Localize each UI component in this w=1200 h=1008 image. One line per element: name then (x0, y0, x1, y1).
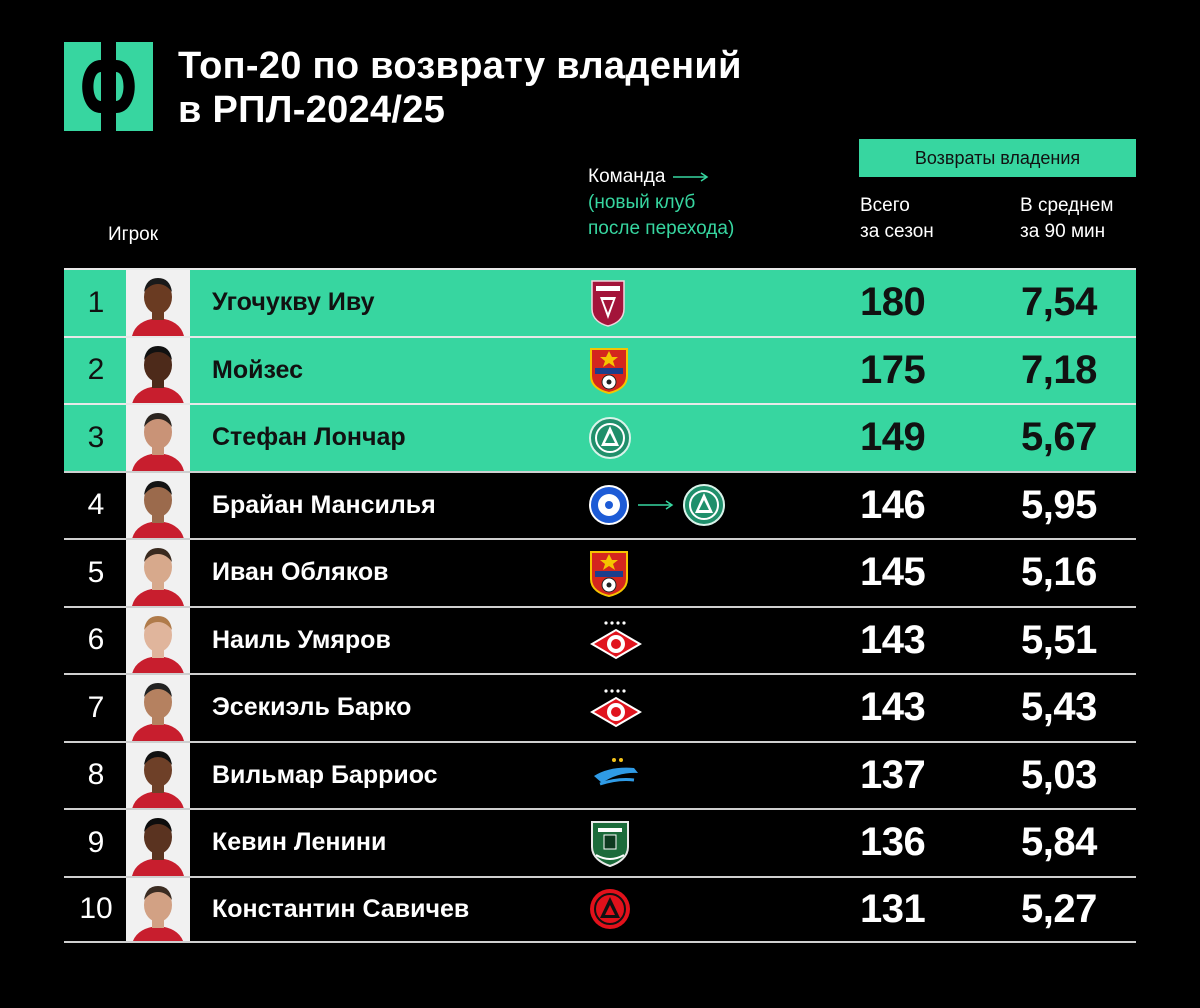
avg-value: 5,84 (1021, 820, 1097, 865)
player-photo (126, 877, 190, 941)
total-value: 143 (860, 617, 926, 662)
player-name: Угочукву Иву (212, 288, 375, 317)
player-photo (126, 810, 190, 876)
rank-number: 3 (87, 420, 105, 454)
spartak-logo-icon (588, 618, 644, 662)
table-row: 5 Иван Обляков 145 5,16 (64, 538, 1136, 606)
orenburg-logo-icon (588, 484, 630, 526)
avg-value: 7,18 (1021, 347, 1097, 392)
avg-value: 5,51 (1021, 617, 1097, 662)
avg-value: 5,27 (1021, 886, 1097, 931)
player-name: Эсекиэль Барко (212, 693, 412, 722)
arrow-right-icon (673, 164, 709, 190)
ranking-table: 1 Угочукву Иву 180 7,54 2 Мойзес 175 7,18 3 Стефа… (64, 268, 1136, 943)
cska-logo-icon (588, 549, 630, 597)
rank-number: 9 (87, 825, 105, 859)
avg-value: 7,54 (1021, 280, 1097, 325)
akhmat-red-logo-icon (588, 887, 632, 931)
total-value: 175 (860, 347, 926, 392)
rank-number: 8 (87, 758, 105, 792)
player-name: Кевин Ленини (212, 828, 387, 857)
table-row: 10 Константин Савичев 131 5,27 (64, 875, 1136, 943)
avg-value: 5,67 (1021, 415, 1097, 460)
avg-column-header: В среднем за 90 мин (1020, 195, 1114, 242)
phi-logo-icon (64, 42, 153, 131)
club-logos (588, 540, 748, 606)
club-logos (588, 608, 748, 674)
table-row: 3 Стефан Лончар 149 5,67 (64, 403, 1136, 471)
player-name: Стефан Лончар (212, 423, 406, 452)
table-row: 1 Угочукву Иву 180 7,54 (64, 268, 1136, 336)
player-name: Константин Савичев (212, 894, 470, 923)
player-photo (126, 675, 190, 741)
avg-value: 5,16 (1021, 550, 1097, 595)
spartak-logo-icon (588, 686, 644, 730)
player-photo (126, 607, 190, 673)
player-name: Мойзес (212, 355, 304, 384)
rank-number: 1 (87, 285, 105, 319)
player-photo (126, 742, 190, 808)
player-photo (126, 472, 190, 538)
page-title: Топ-20 по возврату владений в РПЛ-2024/2… (178, 45, 742, 131)
table-row: 2 Мойзес 175 7,18 (64, 335, 1136, 404)
zenit-logo-icon (588, 756, 646, 794)
akhmat-logo-icon (588, 416, 632, 460)
avg-value: 5,03 (1021, 752, 1097, 797)
club-logos (588, 338, 748, 404)
player-column-header: Игрок (108, 224, 159, 245)
player-photo (126, 270, 190, 336)
total-value: 143 (860, 685, 926, 730)
rank-number: 4 (87, 488, 105, 522)
team-note-line1: (новый клуб (588, 192, 696, 214)
club-logos (588, 743, 748, 809)
total-value: 131 (860, 886, 926, 931)
player-name: Вильмар Барриос (212, 760, 438, 789)
club-logos (588, 878, 748, 942)
team-column-header: Команда (новый клуб после перехода) (588, 164, 734, 242)
krasnodar-logo-icon (588, 819, 632, 867)
club-logos (588, 810, 748, 876)
table-row: 6 Наиль Умяров 143 5,51 (64, 605, 1136, 674)
avg-value: 5,95 (1021, 482, 1097, 527)
player-photo (126, 405, 190, 471)
rank-number: 6 (87, 623, 105, 657)
rank-number: 10 (79, 892, 113, 926)
cska-logo-icon (588, 346, 630, 395)
total-value: 136 (860, 820, 926, 865)
rank-number: 5 (87, 555, 105, 589)
total-value: 145 (860, 550, 926, 595)
player-name: Брайан Мансилья (212, 490, 436, 519)
player-photo (126, 337, 190, 403)
total-value: 137 (860, 752, 926, 797)
table-row: 8 Вильмар Барриос 137 5,03 (64, 740, 1136, 809)
club-logos (588, 473, 748, 539)
team-note-line2: после перехода) (588, 218, 735, 240)
table-row: 9 Кевин Ленини 136 5,84 (64, 808, 1136, 876)
total-value: 146 (860, 482, 926, 527)
club-logos (588, 270, 748, 336)
player-photo (126, 540, 190, 606)
player-name: Наиль Умяров (212, 625, 391, 654)
table-row: 7 Эсекиэль Барко 143 5,43 (64, 673, 1136, 741)
club-logos (588, 675, 748, 741)
total-column-header: Всего за сезон (860, 195, 934, 242)
total-value: 149 (860, 415, 926, 460)
returns-group-header: Возвраты владения (859, 139, 1136, 177)
player-name: Иван Обляков (212, 558, 389, 587)
table-row: 4 Брайан Мансилья 146 5,95 (64, 470, 1136, 539)
avg-value: 5,43 (1021, 685, 1097, 730)
club-logos (588, 405, 748, 471)
rank-number: 7 (87, 690, 105, 724)
rank-number: 2 (87, 353, 105, 387)
total-value: 180 (860, 280, 926, 325)
rubin-logo-icon (588, 279, 628, 327)
akhmat-logo-icon (682, 483, 726, 527)
transfer-arrow-icon (638, 500, 674, 510)
